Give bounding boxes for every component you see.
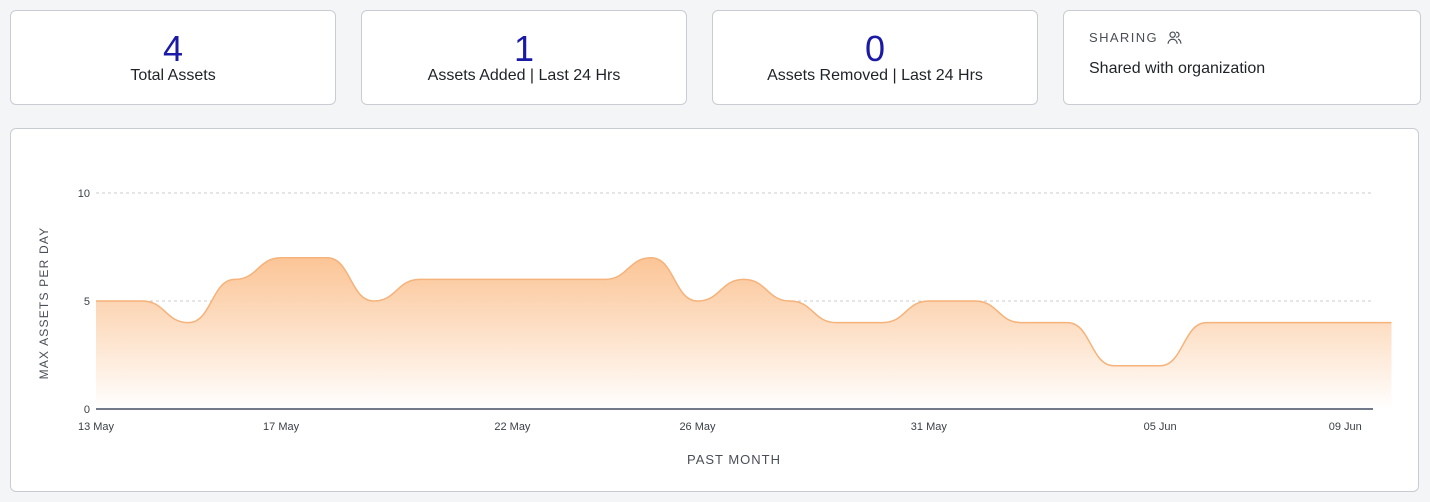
- data-point: [1018, 320, 1024, 326]
- x-tick-label: 26 May: [679, 421, 716, 433]
- data-point: [1389, 320, 1395, 326]
- data-point: [833, 320, 839, 326]
- data-point: [787, 298, 793, 304]
- data-point: [926, 298, 932, 304]
- users-icon[interactable]: [1167, 30, 1182, 45]
- y-tick-label: 10: [78, 188, 90, 200]
- x-tick-labels: 13 May 17 May 22 May 26 May 31 May 05 Jun 09 J…: [78, 421, 1362, 433]
- data-point: [556, 276, 562, 282]
- data-point: [324, 255, 330, 261]
- data-point: [1250, 320, 1256, 326]
- data-point: [1111, 363, 1117, 369]
- x-tick-label: 05 Jun: [1144, 421, 1177, 433]
- data-point: [880, 320, 886, 326]
- total-assets-label: Total Assets: [130, 67, 216, 84]
- assets-area-chart: 0 5 10 13 May 17 May 22 May 26 May 31 May 05 Ju…: [37, 188, 1395, 467]
- y-axis-label: MAX ASSETS PER DAY: [37, 227, 51, 380]
- y-tick-labels: 0 5 10: [78, 188, 90, 416]
- sharing-title: SHARING: [1089, 30, 1159, 45]
- data-point: [648, 255, 654, 261]
- data-point: [232, 276, 238, 282]
- assets-added-value: 1: [513, 28, 535, 69]
- data-point: [417, 276, 423, 282]
- data-point: [278, 255, 284, 261]
- x-axis-label: PAST MONTH: [687, 452, 781, 467]
- sharing-header: SHARING: [1089, 30, 1182, 45]
- data-point: [1342, 320, 1348, 326]
- data-point: [694, 298, 700, 304]
- data-point: [1203, 320, 1209, 326]
- data-point: [972, 298, 978, 304]
- chart-series-line: [95, 257, 1392, 367]
- sharing-status-text: Shared with organization: [1089, 60, 1266, 77]
- data-point: [741, 276, 747, 282]
- x-tick-label: 17 May: [263, 421, 300, 433]
- total-assets-value: 4: [162, 28, 184, 69]
- x-tick-label: 31 May: [911, 421, 948, 433]
- data-point: [139, 298, 145, 304]
- assets-removed-value: 0: [864, 28, 886, 69]
- sharing-card: SHARING Shared with organization: [1063, 10, 1421, 105]
- total-assets-card: 4 Total Assets: [10, 10, 336, 105]
- chart-area: [96, 257, 1392, 409]
- data-point: [186, 320, 192, 326]
- data-point: [93, 298, 99, 304]
- assets-removed-label: Assets Removed | Last 24 Hrs: [767, 67, 983, 84]
- x-tick-label: 09 Jun: [1329, 421, 1362, 433]
- data-point: [509, 276, 515, 282]
- data-point: [1296, 320, 1302, 326]
- data-point: [463, 276, 469, 282]
- y-tick-label: 5: [84, 296, 90, 308]
- assets-added-card: 1 Assets Added | Last 24 Hrs: [361, 10, 687, 105]
- data-point: [1065, 320, 1071, 326]
- data-point: [371, 298, 377, 304]
- data-point: [1157, 363, 1163, 369]
- assets-chart-card: 0 5 10 13 May 17 May 22 May 26 May 31 May 05 Ju…: [10, 128, 1419, 492]
- assets-added-label: Assets Added | Last 24 Hrs: [427, 67, 621, 84]
- y-tick-label: 0: [84, 404, 90, 416]
- x-tick-label: 13 May: [78, 421, 115, 433]
- x-tick-label: 22 May: [494, 421, 531, 433]
- assets-removed-card: 0 Assets Removed | Last 24 Hrs: [712, 10, 1038, 105]
- data-point: [602, 276, 608, 282]
